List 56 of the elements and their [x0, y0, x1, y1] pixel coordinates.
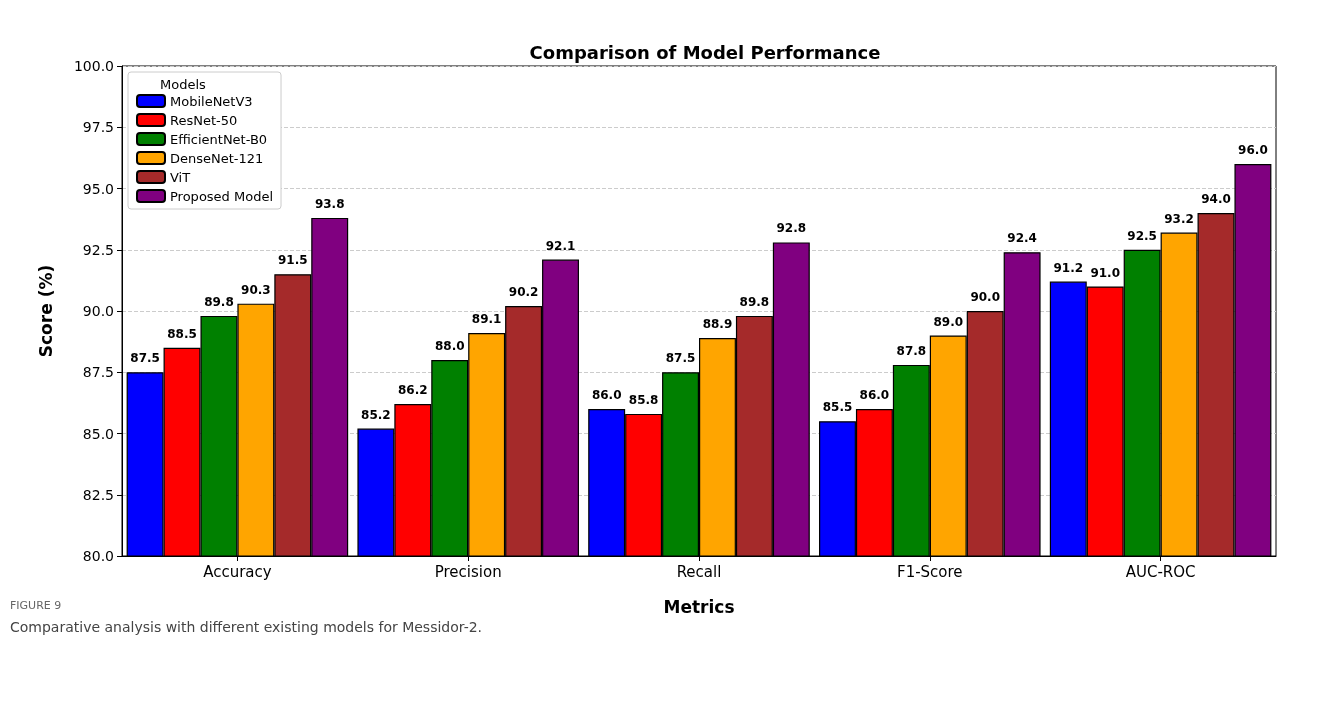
x-tick-label: Recall: [676, 562, 722, 581]
text: Comparative analysis with different existing models for Messidor-2.: [10, 619, 483, 635]
data-label: 92.1: [545, 238, 576, 253]
y-axis-title: Score (%): [35, 264, 56, 358]
data-label: 89.8: [204, 294, 234, 309]
data-label: 96.0: [1238, 143, 1268, 157]
data-label: 89.8: [739, 294, 770, 309]
caption: FIGURE 9: [10, 599, 62, 612]
data-label: 87.5: [665, 351, 696, 366]
data-label: 88.9: [702, 316, 733, 331]
data-label: 90.3: [241, 282, 271, 297]
data-label: 93.2: [1164, 211, 1194, 226]
y-tick-label: 82.5: [82, 486, 114, 503]
data-label: 93.8: [314, 196, 345, 211]
data-label: 85.5: [822, 400, 853, 415]
x-tick-label: Precision: [434, 562, 502, 581]
data-label: 92.8: [776, 221, 807, 236]
data-label: 90.2: [508, 285, 539, 300]
data-label: 90.0: [970, 290, 1000, 304]
y-tick-label: 80.0: [82, 548, 114, 564]
y-tick-label: 85.0: [82, 425, 114, 442]
data-label: 91.2: [1053, 260, 1084, 275]
x-tick-label: F1-Score: [897, 562, 963, 581]
data-label: 94.0: [1201, 192, 1231, 206]
y-tick-label: 90.0: [82, 303, 114, 319]
legend-label: Proposed Model: [170, 188, 274, 204]
data-label: 92.4: [1007, 231, 1037, 246]
x-tick-label: Accuracy: [203, 562, 272, 581]
legend-label: ViT: [170, 169, 191, 185]
y-tick-label: 95.0: [82, 180, 114, 197]
data-label: 91.0: [1090, 265, 1121, 280]
data-label: 86.0: [859, 388, 890, 402]
x-axis-title: Metrics: [663, 596, 735, 617]
legend-label: EfficientNet-B0: [170, 131, 268, 147]
data-label: 86.2: [398, 383, 428, 398]
legend-label: DenseNet-121: [170, 150, 264, 166]
x-tick-label: AUC-ROC: [1125, 562, 1196, 581]
legend-label: ResNet-50: [170, 112, 238, 128]
y-tick-label: 100.0: [73, 58, 114, 74]
data-label: 89.0: [933, 314, 964, 329]
data-label: 92.5: [1127, 228, 1157, 243]
data-label: 86.0: [591, 388, 622, 402]
data-label: 88.5: [167, 326, 197, 341]
legend-label: MobileNetV3: [170, 93, 253, 109]
data-label: 88.0: [434, 339, 465, 353]
data-label: 87.5: [130, 351, 160, 366]
chart-title: Comparison of Model Performance: [529, 41, 881, 63]
y-tick-label: 92.5: [82, 241, 114, 258]
data-label: 91.5: [277, 253, 308, 268]
y-tick-label: 97.5: [82, 119, 114, 136]
data-label: 87.8: [896, 343, 927, 358]
data-label: 85.8: [628, 392, 659, 407]
data-label: 85.2: [361, 407, 391, 422]
legend-title: Models: [160, 77, 207, 92]
data-label: 89.1: [471, 312, 502, 327]
y-tick-label: 87.5: [82, 364, 114, 381]
